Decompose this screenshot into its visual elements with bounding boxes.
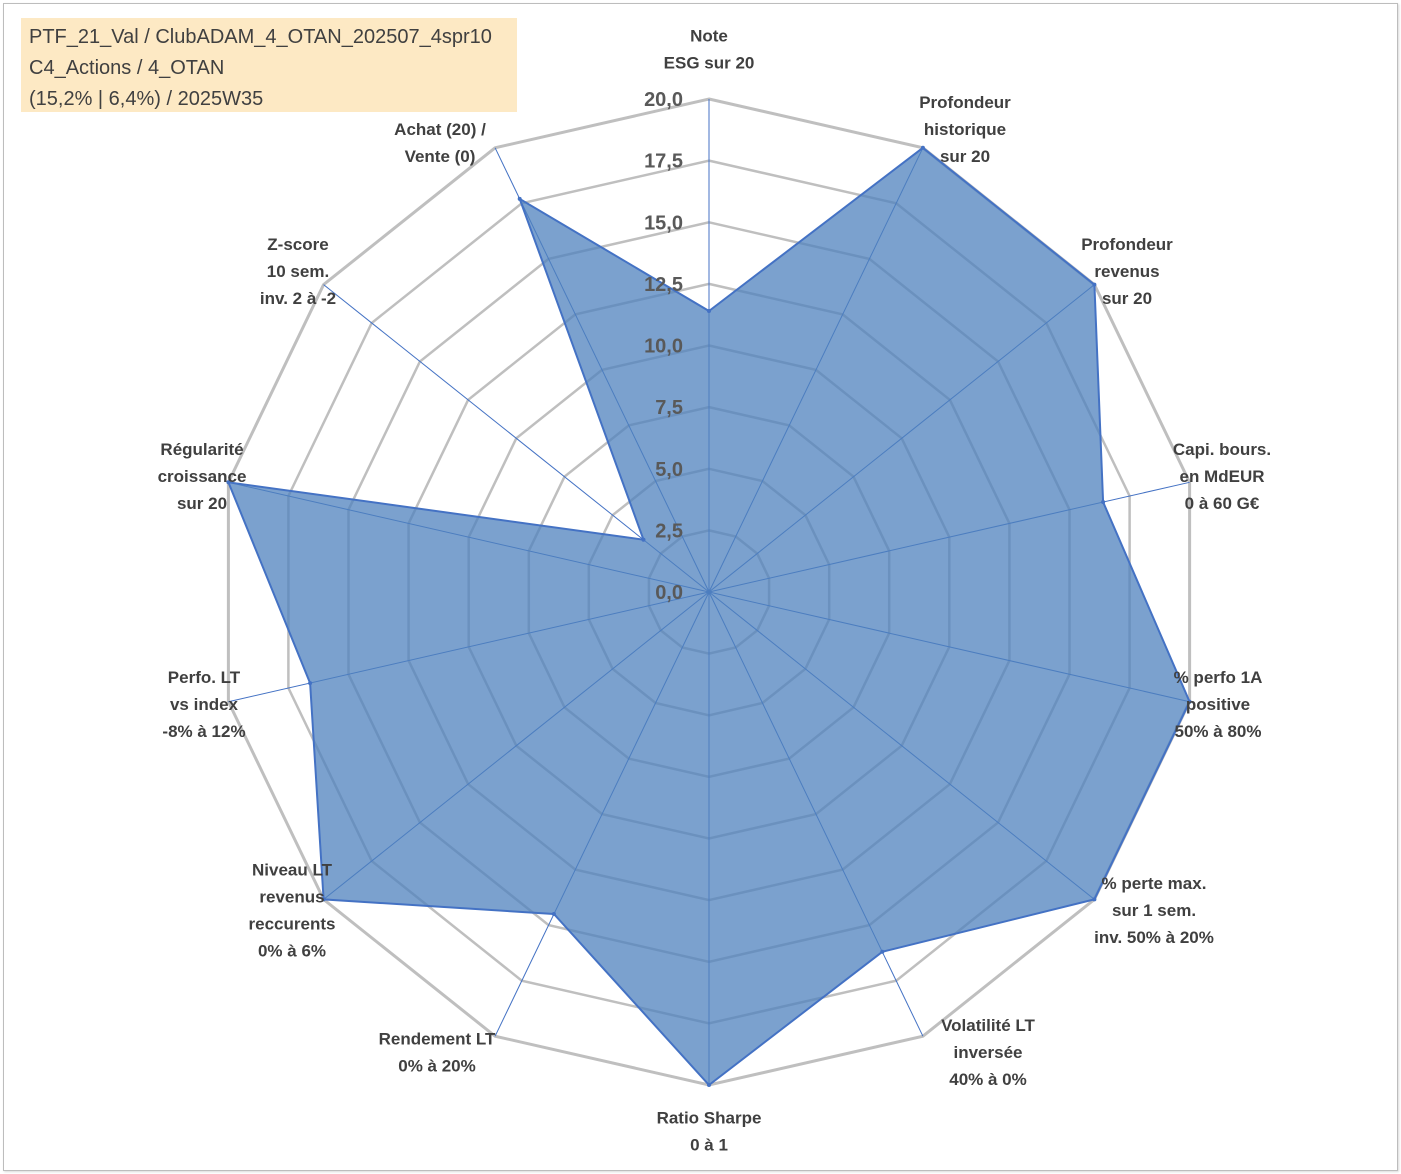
data-point-8 — [551, 912, 556, 916]
tick-label-3: 7,5 — [655, 397, 683, 419]
axis-label-6-line-0: Volatilité LT — [941, 1016, 1035, 1035]
info-category-line: C4_Actions / 4_OTAN — [29, 57, 225, 79]
axis-label-2-line-1: revenus — [1094, 262, 1159, 281]
radar-series — [226, 145, 1192, 1087]
data-point-1 — [920, 145, 925, 150]
axis-label-3-line-0: Capi. bours. — [1173, 440, 1271, 459]
axis-label-9-line-1: revenus — [259, 888, 324, 907]
axis-label-9-line-3: 0% à 6% — [258, 942, 326, 961]
tick-label-6: 15,0 — [644, 212, 683, 234]
info-stats-line: (15,2% | 6,4%) / 2025W35 — [29, 88, 264, 110]
axis-label-2-line-0: Profondeur — [1081, 235, 1173, 254]
axis-label-8-line-0: Rendement LT — [379, 1030, 496, 1049]
tick-label-5: 12,5 — [644, 274, 683, 296]
tick-label-4: 10,0 — [644, 336, 683, 358]
data-point-2 — [1092, 282, 1097, 287]
data-point-10 — [308, 681, 313, 686]
axis-label-8-line-1: 0% à 20% — [398, 1057, 476, 1076]
info-portfolio-line: PTF_21_Val / ClubADAM_4_OTAN_202507_4spr… — [29, 26, 492, 48]
data-point-11 — [226, 480, 231, 485]
axis-label-12-line-1: 10 sem. — [267, 262, 329, 281]
axis-label-13-line-1: Achat (20) / — [394, 120, 486, 139]
data-point-13 — [517, 196, 522, 201]
tick-label-7: 17,5 — [644, 151, 683, 173]
data-point-12 — [641, 537, 646, 542]
axis-label-13-line-2: Vente (0) — [405, 147, 476, 166]
axis-label-2-line-2: sur 20 — [1102, 289, 1152, 308]
tick-label-1: 2,5 — [655, 520, 683, 542]
info-box: PTF_21_Val / ClubADAM_4_OTAN_202507_4spr… — [21, 18, 517, 112]
axis-label-7-line-1: 0 à 1 — [690, 1136, 728, 1155]
axis-label-9-line-2: reccurents — [249, 915, 336, 934]
axis-label-12-line-2: inv. 2 à -2 — [260, 289, 336, 308]
data-point-7 — [707, 1083, 711, 1087]
axis-label-7-line-0: Ratio Sharpe — [657, 1109, 762, 1128]
radial-tick-labels: 0,0 2,5 5,0 7,5 10,0 12,5 15,0 17,5 20,0 — [644, 89, 683, 604]
axis-label-4-line-1: positive — [1186, 695, 1250, 714]
data-point-0 — [707, 309, 711, 313]
axis-label-11-line-2: sur 20 — [177, 494, 227, 513]
data-point-5 — [1092, 897, 1097, 902]
axis-label-5-line-1: sur 1 sem. — [1112, 901, 1196, 920]
data-point-9 — [321, 897, 326, 902]
axis-label-3-line-1: en MdEUR — [1180, 467, 1265, 486]
axis-label-4-line-0: % perfo 1A — [1174, 668, 1263, 687]
tick-label-0: 0,0 — [655, 582, 683, 604]
axis-label-10-line-2: -8% à 12% — [162, 722, 245, 741]
data-point-4 — [1187, 699, 1192, 704]
axis-label-11-line-1: croissance — [158, 467, 247, 486]
axis-label-4-line-2: 50% à 80% — [1175, 722, 1262, 741]
axis-label-12-line-0: Z-score — [267, 235, 328, 254]
axis-label-3-line-2: 0 à 60 G€ — [1185, 494, 1260, 513]
data-point-6 — [880, 949, 885, 954]
axis-label-0-line-0: Note — [690, 27, 728, 46]
tick-label-8: 20,0 — [644, 89, 683, 111]
axis-label-1-line-1: historique — [924, 120, 1006, 139]
tick-label-2: 5,0 — [655, 459, 683, 481]
axis-label-11-line-0: Régularité — [160, 440, 243, 459]
axis-label-5-line-2: inv. 50% à 20% — [1094, 928, 1214, 947]
axis-label-6-line-2: 40% à 0% — [949, 1070, 1027, 1089]
axis-label-1-line-0: Profondeur — [919, 93, 1011, 112]
axis-label-0-line-1: ESG sur 20 — [664, 54, 755, 73]
axis-labels: Note ESG sur 20 Profondeur historique sur 20… — [158, 27, 1272, 1155]
axis-label-9-line-0: Niveau LT — [252, 861, 333, 880]
axis-label-6-line-1: inversée — [954, 1043, 1023, 1062]
axis-label-1-line-2: sur 20 — [940, 147, 990, 166]
data-point-3 — [1101, 500, 1106, 504]
axis-label-10-line-0: Perfo. LT — [168, 668, 241, 687]
axis-label-10-line-1: vs index — [170, 695, 239, 714]
axis-label-5-line-0: % perte max. — [1102, 874, 1207, 893]
